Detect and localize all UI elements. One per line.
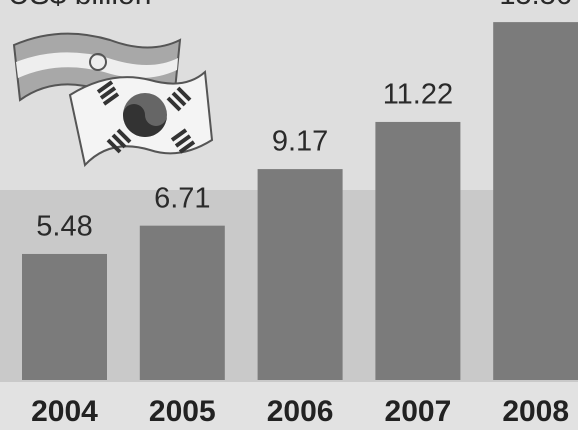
value-label: 9.17 — [272, 126, 328, 158]
bar — [22, 253, 107, 380]
x-tick-label: 2006 — [267, 395, 334, 428]
x-tick-label: 2005 — [149, 395, 216, 428]
value-label: 15.56 — [499, 0, 572, 11]
value-label: 11.22 — [383, 79, 453, 111]
footer-band — [0, 382, 578, 430]
bar — [139, 225, 225, 380]
bar — [375, 121, 461, 380]
chart-title: US$ billion — [8, 0, 151, 11]
value-label: 5.48 — [36, 211, 92, 243]
x-tick-label: 2007 — [385, 395, 452, 428]
flags — [12, 32, 214, 168]
bar — [257, 169, 343, 380]
x-tick-label: 2008 — [502, 395, 569, 428]
x-tick-label: 2004 — [31, 395, 98, 428]
bar — [493, 22, 578, 381]
value-label: 6.71 — [154, 182, 210, 214]
